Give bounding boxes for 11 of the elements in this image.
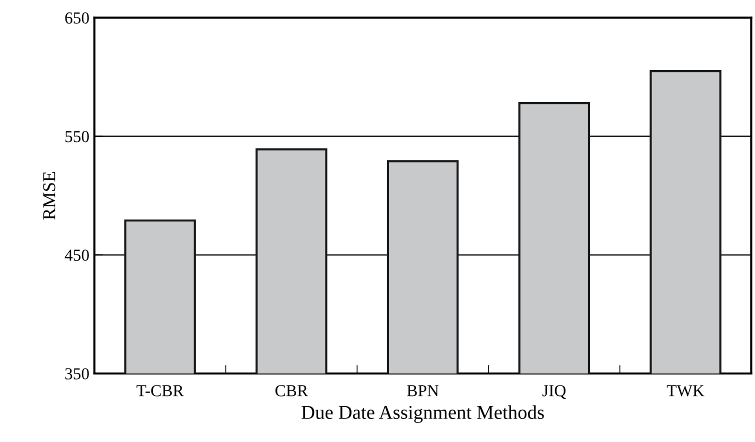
y-tick-label: 650 xyxy=(65,12,89,24)
x-tick-label: JIQ xyxy=(542,385,566,399)
y-tick-label: 550 xyxy=(65,130,89,142)
y-axis-title: RMSE xyxy=(43,172,56,220)
y-tick-label: 350 xyxy=(65,368,89,380)
x-axis-title: Due Date Assignment Methods xyxy=(302,405,544,423)
x-tick-label: TWK xyxy=(666,385,704,396)
x-tick-label: CBR xyxy=(275,385,308,396)
y-tick-label: 450 xyxy=(64,250,89,261)
x-tick-label: BPN xyxy=(407,385,439,396)
x-tick-label: T-CBR xyxy=(136,385,184,396)
